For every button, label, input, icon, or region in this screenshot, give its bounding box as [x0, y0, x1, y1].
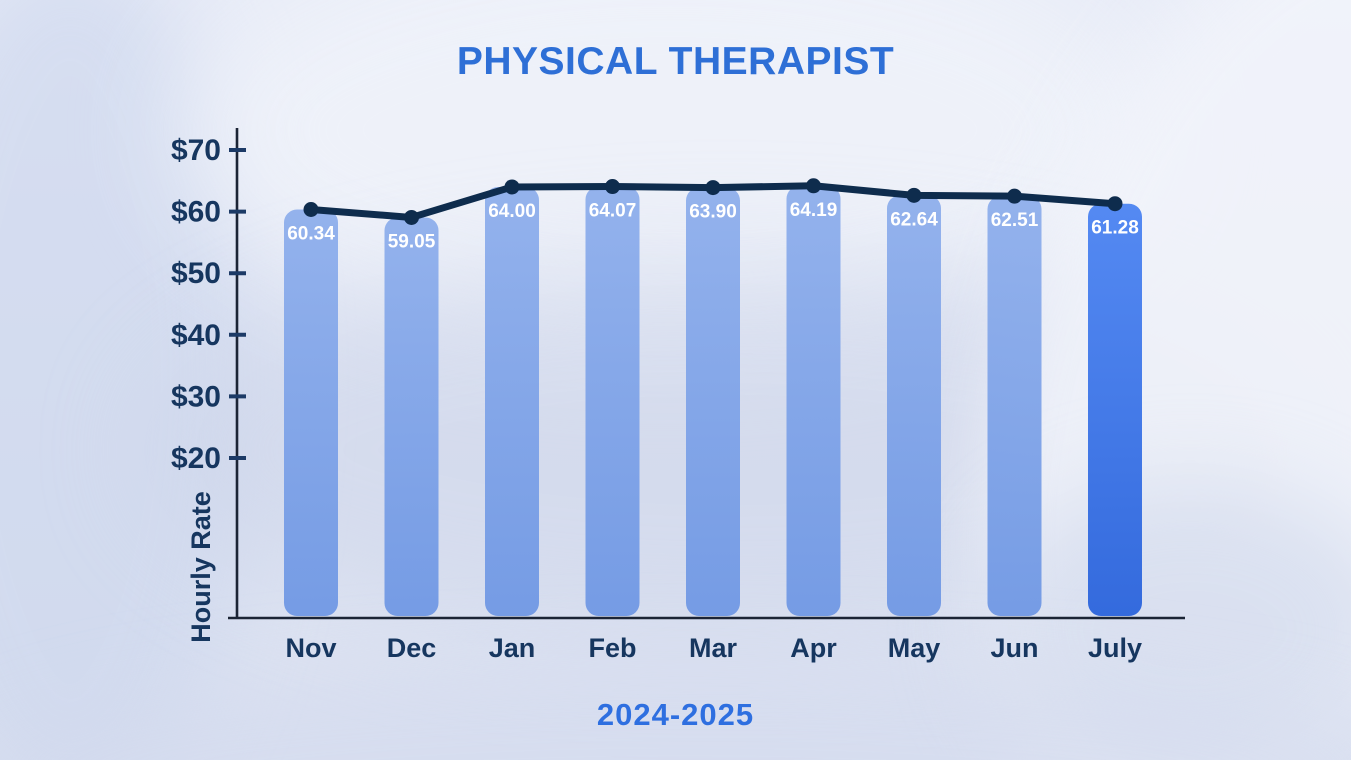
bar-value-label: 60.34 [287, 224, 335, 245]
bar-value-label: 62.64 [890, 209, 938, 230]
bar-July [1088, 203, 1142, 616]
bar-value-label: 63.90 [689, 202, 737, 223]
x-tick-label-Nov: Nov [285, 633, 336, 663]
x-tick-label-Jun: Jun [990, 633, 1038, 663]
data-point-Dec [404, 209, 419, 225]
data-point-May [906, 187, 922, 203]
x-tick-label-Jan: Jan [489, 633, 536, 663]
bar-Jun [987, 196, 1042, 616]
bar-value-label: 62.51 [991, 210, 1039, 231]
bar-Dec [384, 217, 439, 616]
data-point-July [1107, 196, 1123, 212]
data-point-Jan [504, 179, 520, 195]
x-tick-label-May: May [888, 633, 941, 663]
data-point-Feb [605, 179, 620, 195]
data-point-Apr [806, 178, 821, 194]
x-tick-label-Dec: Dec [387, 633, 437, 663]
bar-value-label: 64.07 [589, 201, 637, 222]
x-tick-label-Feb: Feb [588, 633, 636, 663]
bar-value-label: 61.28 [1091, 218, 1139, 239]
bar-Feb [585, 186, 640, 616]
x-tick-label-Mar: Mar [689, 633, 738, 663]
y-tick-label-20: $20 [171, 442, 221, 475]
bar-value-label: 64.00 [488, 201, 536, 222]
y-tick-label-50: $50 [171, 257, 221, 290]
bar-Jan [485, 186, 539, 616]
y-tick-label-70: $70 [171, 134, 221, 167]
y-tick-label-30: $30 [171, 380, 221, 413]
data-point-Jun [1007, 188, 1022, 204]
y-tick-label-60: $60 [171, 196, 221, 229]
x-tick-label-Apr: Apr [790, 633, 837, 663]
bar-Mar [686, 187, 740, 617]
data-point-Nov [303, 202, 319, 218]
bar-Nov [284, 209, 338, 616]
bar-value-label: 64.19 [790, 200, 838, 221]
bar-Apr [786, 185, 841, 616]
bar-value-label: 59.05 [388, 231, 436, 252]
x-tick-label-July: July [1088, 633, 1142, 663]
y-tick-label-40: $40 [171, 319, 221, 352]
chart-title: PHYSICAL THERAPIST [456, 40, 895, 83]
bar-May [887, 195, 941, 617]
data-point-Mar [705, 180, 721, 196]
x-axis-period-label: 2024-2025 [596, 697, 755, 732]
